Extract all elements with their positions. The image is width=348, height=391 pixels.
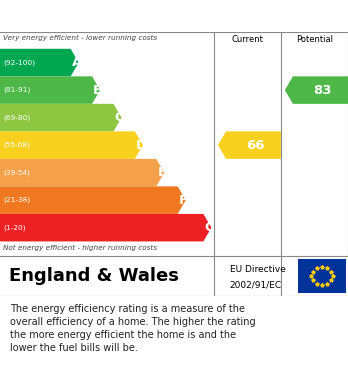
Polygon shape xyxy=(285,76,348,104)
Text: (69-80): (69-80) xyxy=(4,114,31,121)
Polygon shape xyxy=(0,104,121,131)
Text: (21-38): (21-38) xyxy=(4,197,31,203)
Text: E: E xyxy=(157,166,166,179)
Text: (92-100): (92-100) xyxy=(4,59,36,66)
Text: Potential: Potential xyxy=(296,35,333,44)
Text: Current: Current xyxy=(231,35,263,44)
Text: 2002/91/EC: 2002/91/EC xyxy=(230,280,282,289)
Polygon shape xyxy=(0,49,79,76)
Polygon shape xyxy=(0,214,212,241)
Text: (81-91): (81-91) xyxy=(4,87,31,93)
Text: Not energy efficient - higher running costs: Not energy efficient - higher running co… xyxy=(3,245,157,251)
FancyBboxPatch shape xyxy=(298,259,346,293)
Text: C: C xyxy=(114,111,124,124)
Text: The energy efficiency rating is a measure of the
overall efficiency of a home. T: The energy efficiency rating is a measur… xyxy=(10,303,256,353)
Text: 66: 66 xyxy=(246,139,265,152)
Text: (55-68): (55-68) xyxy=(4,142,31,148)
Text: B: B xyxy=(93,84,103,97)
Polygon shape xyxy=(0,131,143,159)
Polygon shape xyxy=(218,131,281,159)
Text: EU Directive: EU Directive xyxy=(230,265,286,274)
Polygon shape xyxy=(0,159,164,187)
Text: F: F xyxy=(179,194,188,207)
Text: D: D xyxy=(136,139,147,152)
Text: A: A xyxy=(72,56,82,69)
Text: Very energy efficient - lower running costs: Very energy efficient - lower running co… xyxy=(3,35,157,41)
Text: Energy Efficiency Rating: Energy Efficiency Rating xyxy=(9,9,219,23)
Polygon shape xyxy=(0,187,186,214)
Polygon shape xyxy=(0,76,100,104)
Text: (39-54): (39-54) xyxy=(4,169,31,176)
Text: G: G xyxy=(204,221,215,234)
Text: 83: 83 xyxy=(313,84,332,97)
Text: (1-20): (1-20) xyxy=(4,224,26,231)
Text: England & Wales: England & Wales xyxy=(9,267,179,285)
